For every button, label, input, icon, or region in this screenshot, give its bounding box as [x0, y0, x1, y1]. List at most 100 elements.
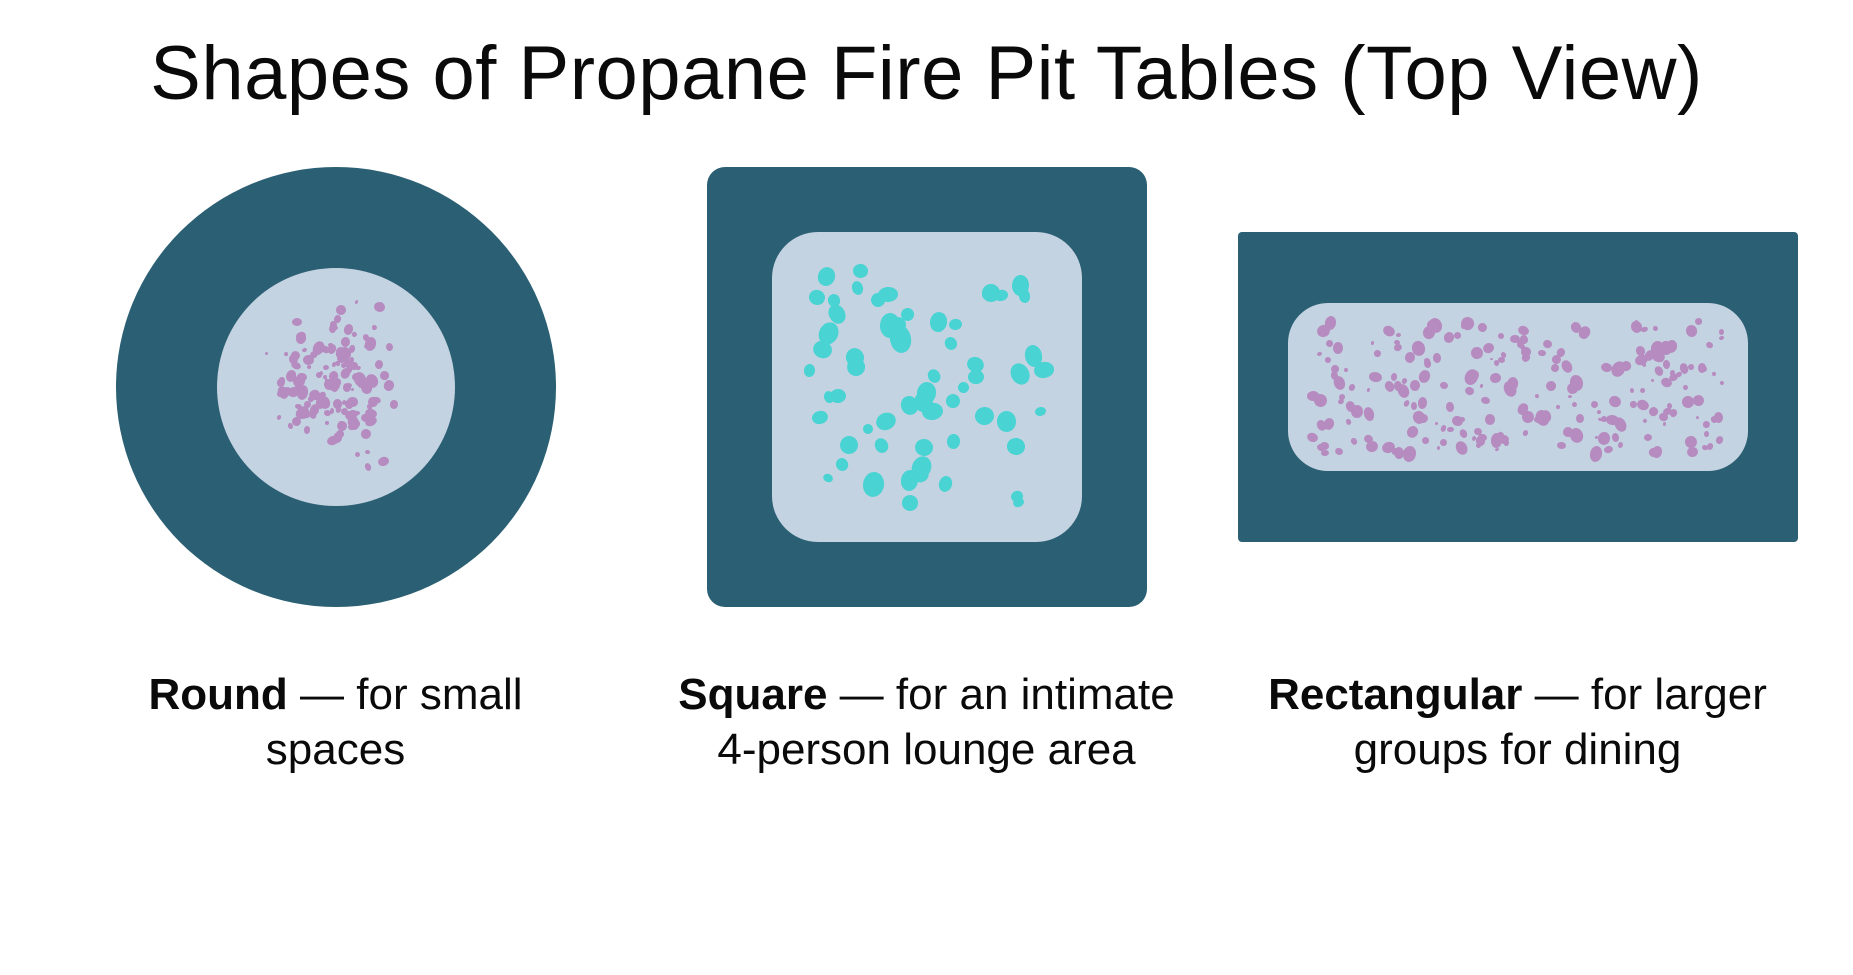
fire-glass [1464, 386, 1475, 397]
fire-glass [340, 407, 348, 415]
fire-glass [333, 432, 341, 439]
fire-glass [1333, 342, 1343, 354]
fire-glass [1683, 385, 1688, 390]
fire-glass [1618, 441, 1624, 448]
fire-glass [1411, 409, 1427, 425]
fire-glass [807, 287, 827, 306]
fire-glass [1344, 368, 1348, 372]
fire-glass [850, 280, 864, 296]
fire-glass [1607, 393, 1622, 408]
square-caption: Square — for an intimate 4-person lounge… [667, 667, 1187, 777]
fire-glass [873, 435, 892, 454]
rect-fire-well [1288, 303, 1748, 471]
fire-glass [347, 396, 359, 407]
fire-glass [1576, 414, 1585, 424]
fire-glass [365, 449, 370, 454]
fire-glass [1557, 442, 1566, 450]
fire-glass [336, 305, 346, 315]
fire-glass [1480, 384, 1484, 389]
fire-glass [1559, 359, 1574, 375]
fire-glass [1362, 406, 1376, 422]
fire-glass [1439, 381, 1449, 390]
fire-glass [1368, 371, 1382, 383]
fire-glass [1702, 419, 1711, 428]
fire-glass [837, 433, 860, 457]
fire-glass [997, 411, 1016, 432]
fire-glass [351, 387, 355, 391]
fire-glass [1695, 415, 1700, 419]
fire-glass [888, 323, 914, 354]
fire-glass [811, 409, 829, 426]
shapes-row: Round — for small spaces Square — for an… [40, 147, 1813, 821]
fire-glass [1477, 322, 1489, 333]
fire-glass [1667, 403, 1672, 409]
round-label: Round [149, 670, 288, 719]
round-visual [116, 147, 556, 627]
fire-glass [1538, 350, 1546, 357]
fire-glass [1306, 431, 1320, 444]
fire-glass [1405, 424, 1421, 440]
fire-glass [1418, 397, 1428, 410]
fire-glass [1489, 372, 1502, 384]
fire-glass [1643, 434, 1652, 442]
fire-glass [1421, 436, 1430, 444]
fire-glass [1572, 402, 1578, 408]
fire-glass [1568, 394, 1573, 398]
fire-glass [1642, 419, 1647, 424]
fire-glass [1651, 378, 1655, 382]
fire-glass [834, 457, 850, 473]
fire-glass [1612, 432, 1620, 442]
fire-glass [1458, 428, 1469, 440]
fire-glass [945, 393, 962, 410]
fire-glass [1687, 363, 1694, 370]
fire-glass [1711, 372, 1715, 377]
fire-glass [874, 410, 899, 434]
fire-glass [1480, 396, 1491, 405]
fire-glass [329, 407, 334, 413]
fire-glass [1494, 447, 1499, 451]
round-fire-well [217, 268, 455, 506]
fire-glass [1543, 339, 1554, 349]
infographic-page: Shapes of Propane Fire Pit Tables (Top V… [0, 0, 1853, 975]
fire-glass [331, 362, 336, 368]
fire-glass [1663, 360, 1671, 370]
fire-glass [1652, 325, 1659, 332]
fire-glass [861, 470, 886, 498]
shape-round: Round — for small spaces [40, 147, 631, 821]
fire-glass [914, 438, 935, 458]
fire-glass [1348, 383, 1356, 392]
fire-glass [1522, 429, 1528, 436]
fire-glass [1597, 431, 1611, 446]
fire-glass [374, 360, 383, 370]
fire-glass [304, 426, 311, 434]
fire-glass [1534, 394, 1539, 399]
square-fire-well [772, 232, 1082, 542]
fire-glass [993, 289, 1008, 302]
fire-glass [1324, 357, 1331, 364]
fire-glass [1437, 446, 1440, 450]
fire-glass [333, 326, 339, 331]
fire-glass [348, 344, 356, 353]
fire-glass [1345, 418, 1351, 425]
fire-glass [363, 463, 371, 473]
fire-glass [1714, 412, 1724, 423]
fire-glass [1706, 442, 1714, 451]
fire-glass [1692, 395, 1705, 408]
fire-glass [332, 398, 342, 408]
fire-glass [373, 301, 386, 313]
rect-table [1238, 232, 1798, 542]
fire-glass [354, 300, 358, 305]
fire-glass [829, 388, 846, 403]
fire-glass [1704, 431, 1709, 438]
square-visual [707, 147, 1147, 627]
fire-glass [1630, 388, 1635, 393]
fire-glass [929, 311, 949, 334]
page-title: Shapes of Propane Fire Pit Tables (Top V… [40, 30, 1813, 117]
fire-glass [1373, 349, 1381, 357]
fire-glass [967, 369, 984, 385]
round-desc: — for small spaces [266, 670, 523, 774]
fire-glass [803, 364, 815, 378]
square-table [707, 167, 1147, 607]
fire-glass [1411, 401, 1418, 410]
fire-glass [1545, 379, 1559, 393]
